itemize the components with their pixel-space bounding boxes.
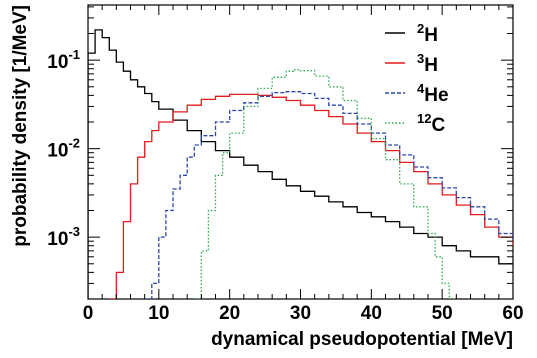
series-line-2 [144,91,513,299]
series-layer [88,29,513,299]
x-tick-label: 60 [502,303,523,324]
x-tick-label: 40 [361,303,382,324]
series-line-3 [194,69,457,299]
y-tick-label: 10-1 [47,47,80,73]
x-tick-label: 0 [83,303,94,324]
y-tick-label: 10-2 [47,136,80,162]
x-tick-label: 50 [432,303,453,324]
y-axis-title: probability density [1/MeV] [10,5,31,247]
legend-label-0: 2H [417,21,438,46]
x-tick-label: 10 [148,303,169,324]
legend-label-3: 12C [417,111,445,136]
axis-layer: 0 10 20 30 40 50 60 10-1 10-2 10-3 [47,5,524,324]
x-tick-label: 30 [290,303,311,324]
legend-label-2: 4He [417,81,449,106]
plot-frame [87,4,514,300]
y-tick-label: 10-3 [47,224,80,250]
legend: 2H 3H 4He 12C [385,21,449,136]
series-line-0 [88,29,513,299]
x-tick-label: 20 [219,303,240,324]
x-axis-title: dynamical pseudopotential [MeV] [211,329,513,350]
legend-label-1: 3H [417,51,438,76]
series-line-1 [109,93,513,299]
